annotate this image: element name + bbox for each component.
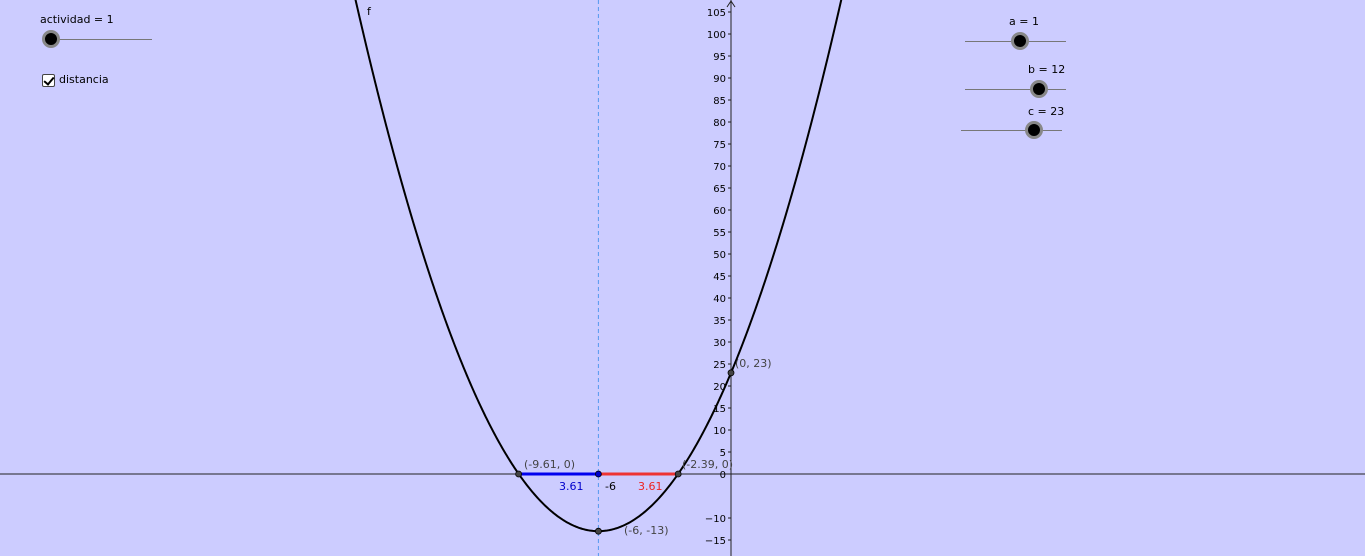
y-tick-label: −10 <box>705 514 726 525</box>
y-tick-label: 20 <box>713 382 726 393</box>
point-label-y-intercept: (0, 23) <box>735 357 772 370</box>
slider-a-knob[interactable] <box>1011 32 1029 50</box>
y-axis-ticks: −15 −10 0 5 10 15 20 25 30 35 40 45 50 55 60 65 70 75 80 85… <box>705 8 731 547</box>
slider-b-track[interactable] <box>965 89 1066 90</box>
y-tick-label: 15 <box>713 404 726 415</box>
point-root-right[interactable] <box>674 470 682 478</box>
point-label-vertex: (-6, -13) <box>624 524 669 537</box>
checkmark-icon <box>43 74 55 86</box>
axis-of-symmetry-label: -6 <box>605 480 616 493</box>
y-tick-label: 50 <box>713 250 726 261</box>
y-tick-label: 35 <box>713 316 726 327</box>
y-tick-label: 105 <box>707 8 726 19</box>
point-root-left[interactable] <box>515 470 523 478</box>
distance-label-left: 3.61 <box>559 480 584 493</box>
slider-b-knob[interactable] <box>1030 80 1048 98</box>
y-tick-label: 75 <box>713 140 726 151</box>
y-tick-label: 80 <box>713 118 726 129</box>
y-tick-label: 30 <box>713 338 726 349</box>
slider-c-knob[interactable] <box>1025 121 1043 139</box>
y-axis-arrow-icon <box>726 0 736 8</box>
y-tick-label: 85 <box>713 96 726 107</box>
slider-b-label: b = 12 <box>1028 63 1066 76</box>
slider-actividad-label: actividad = 1 <box>40 13 114 26</box>
slider-a-label: a = 1 <box>1009 15 1039 28</box>
point-label-root-right: (-2.39, 0) <box>682 458 733 471</box>
y-tick-label: 5 <box>720 448 726 459</box>
y-tick-label: 55 <box>713 228 726 239</box>
y-tick-label: 60 <box>713 206 726 217</box>
y-tick-label: −15 <box>705 536 726 547</box>
slider-actividad-knob[interactable] <box>42 30 60 48</box>
distancia-checkbox-label[interactable]: distancia <box>59 73 109 86</box>
y-tick-label: 0 <box>720 470 726 481</box>
y-tick-label: 45 <box>713 272 726 283</box>
slider-actividad-track[interactable] <box>44 39 152 40</box>
distance-label-right: 3.61 <box>638 480 663 493</box>
slider-c-label: c = 23 <box>1028 105 1065 118</box>
y-tick-label: 65 <box>713 184 726 195</box>
y-tick-label: 40 <box>713 294 726 305</box>
point-y-intercept[interactable] <box>727 369 735 377</box>
point-vertex[interactable] <box>595 527 602 535</box>
distancia-checkbox[interactable] <box>42 74 55 87</box>
point-axis-point[interactable] <box>595 470 602 478</box>
function-f-label: f <box>367 5 372 18</box>
y-tick-label: 25 <box>713 360 726 371</box>
y-tick-label: 10 <box>713 426 726 437</box>
slider-c-track[interactable] <box>961 130 1062 131</box>
y-tick-label: 95 <box>713 52 726 63</box>
point-label-root-left: (-9.61, 0) <box>524 458 575 471</box>
function-f-curve[interactable] <box>354 0 862 533</box>
y-tick-label: 90 <box>713 74 726 85</box>
y-tick-label: 100 <box>707 30 726 41</box>
y-tick-label: 70 <box>713 162 726 173</box>
